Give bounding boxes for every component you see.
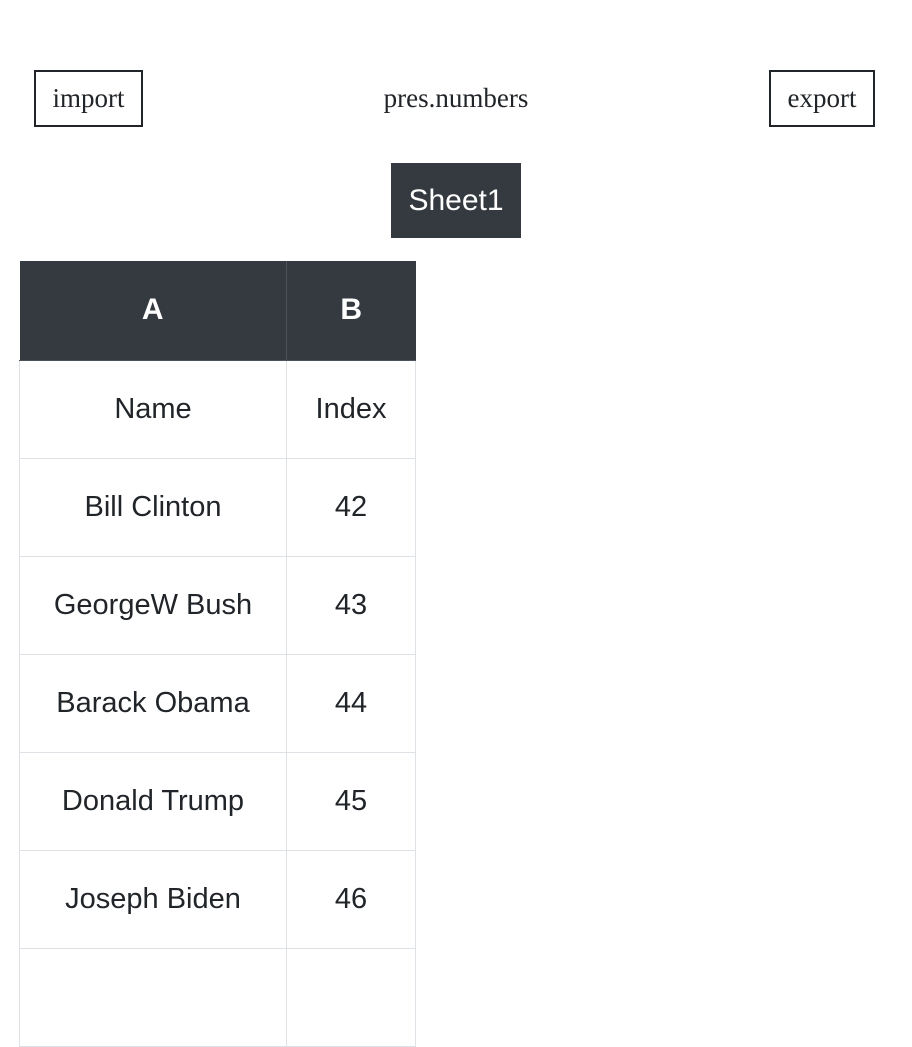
table-row xyxy=(19,947,416,1047)
table-row: Joseph Biden 46 xyxy=(19,849,416,949)
cell-b7[interactable] xyxy=(286,947,416,1047)
export-button[interactable]: export xyxy=(769,70,875,127)
cell-b3[interactable]: 43 xyxy=(286,555,416,655)
import-button[interactable]: import xyxy=(34,70,143,127)
sheet-tab-strip: Sheet1 xyxy=(0,163,912,238)
spreadsheet-grid: A B Name Index Bill Clinton 42 GeorgeW B… xyxy=(19,261,416,1047)
cell-b6[interactable]: 46 xyxy=(286,849,416,949)
cell-a2[interactable]: Bill Clinton xyxy=(19,457,287,557)
table-row: GeorgeW Bush 43 xyxy=(19,555,416,655)
grid-table: A B Name Index Bill Clinton 42 GeorgeW B… xyxy=(19,261,416,1047)
table-row: Bill Clinton 42 xyxy=(19,457,416,557)
cell-a3[interactable]: GeorgeW Bush xyxy=(19,555,287,655)
table-row: Donald Trump 45 xyxy=(19,751,416,851)
cell-b2[interactable]: 42 xyxy=(286,457,416,557)
file-title: pres.numbers xyxy=(383,83,529,113)
grid-body: Name Index Bill Clinton 42 GeorgeW Bush … xyxy=(19,359,416,1047)
grid-header-row: A B xyxy=(19,261,416,361)
cell-b5[interactable]: 45 xyxy=(286,751,416,851)
cell-a4[interactable]: Barack Obama xyxy=(19,653,287,753)
cell-a1[interactable]: Name xyxy=(19,359,287,459)
cell-a6[interactable]: Joseph Biden xyxy=(19,849,287,949)
table-row: Barack Obama 44 xyxy=(19,653,416,753)
table-row: Name Index xyxy=(19,359,416,459)
column-header-a[interactable]: A xyxy=(19,261,287,361)
sheet-tab-sheet1[interactable]: Sheet1 xyxy=(391,163,521,238)
toolbar: import pres.numbers export xyxy=(0,0,912,163)
cell-a5[interactable]: Donald Trump xyxy=(19,751,287,851)
cell-a7[interactable] xyxy=(19,947,287,1047)
cell-b1[interactable]: Index xyxy=(286,359,416,459)
column-header-b[interactable]: B xyxy=(286,261,416,361)
cell-b4[interactable]: 44 xyxy=(286,653,416,753)
